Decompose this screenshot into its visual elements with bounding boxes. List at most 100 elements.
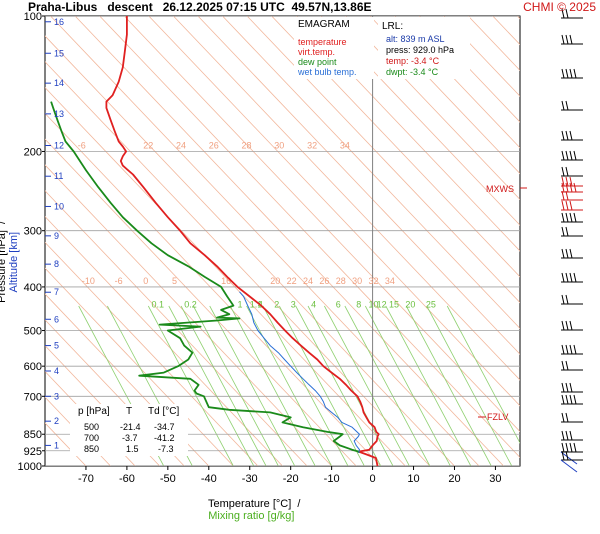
wind-barb: [561, 201, 583, 210]
levels-row-td: -7.3: [158, 444, 174, 454]
wind-barb-feather: [562, 443, 564, 452]
wind-barb-feather: [570, 273, 572, 282]
isotherm-label: 28: [336, 276, 346, 286]
mixing-ratio-label: 1: [237, 299, 242, 309]
mixing-ratio-label: 6: [336, 299, 341, 309]
mixing-ratio-label: 0.1: [151, 299, 164, 309]
legend-dew-point: dew point: [298, 57, 337, 67]
levels-row-p: 850: [84, 444, 99, 454]
temperature-tick-label: 20: [448, 473, 460, 485]
wind-barb: [561, 345, 583, 354]
levels-row-p: 500: [84, 422, 99, 432]
wind-barb-feather: [566, 151, 568, 160]
wind-barb-feather: [566, 131, 568, 140]
wind-barb: [561, 443, 583, 464]
y-axis-title: Pressure [hPa] / Altitude [km]: [0, 178, 32, 358]
wind-barb-feather: [570, 69, 572, 78]
wind-barb-feather: [570, 443, 572, 452]
isotherm-label: 34: [385, 276, 395, 286]
wind-barb-feather: [566, 361, 568, 370]
isotherm-label: 30: [274, 140, 284, 150]
wind-barb-feather: [566, 443, 568, 452]
isotherm-label: 22: [143, 140, 153, 150]
wind-barb-feather: [566, 101, 568, 110]
lrl-box: LRL: alt: 839 m ASL press: 929.0 hPa tem…: [378, 17, 470, 79]
legend-heading: EMAGRAM: [298, 19, 350, 30]
wind-barb: [561, 383, 583, 392]
wind-barb-feather: [570, 383, 572, 392]
wind-barb: [561, 395, 583, 404]
wind-barb: [561, 177, 583, 186]
y-axis-label-pressure: Pressure [hPa] /: [0, 221, 8, 303]
wind-barb-feather: [570, 395, 572, 404]
wind-barb-feather: [570, 131, 572, 140]
x-axis-title: Temperature [°C] / Mixing ratio [g/kg]: [196, 486, 300, 534]
wind-barb-feather: [566, 227, 568, 236]
isotherm-label: -6: [115, 276, 123, 286]
altitude-tick-label: 5: [54, 341, 59, 351]
wind-barb: [561, 213, 583, 222]
wind-barb-feather: [562, 295, 564, 304]
fzlv-label: FZLV: [487, 412, 508, 422]
mixing-ratio-label: 15: [389, 299, 399, 309]
isotherm-label: 5: [172, 276, 177, 286]
altitude-tick-label: 8: [54, 259, 59, 269]
isotherm-label: -6: [78, 140, 86, 150]
altitude-tick-label: 15: [54, 48, 64, 58]
wind-barb: [561, 321, 583, 330]
wind-barb-feather: [562, 383, 564, 392]
temperature-tick-label: -60: [119, 473, 135, 485]
isotherm-line: [517, 16, 600, 466]
wind-barb-feather: [574, 395, 576, 404]
altitude-tick-label: 16: [54, 17, 64, 27]
temperature-tick-label: -20: [283, 473, 299, 485]
isotherm-label: 0: [143, 276, 148, 286]
temperature-tick-label: 10: [407, 473, 419, 485]
lrl-dewpoint: dwpt: -3.4 °C: [386, 67, 438, 77]
isotherm-label: 26: [209, 140, 219, 150]
wind-barb-feather: [566, 69, 568, 78]
mixing-ratio-label: 20: [405, 299, 415, 309]
legend-box: EMAGRAM temperature virt.temp. dew point…: [294, 17, 374, 79]
isotherm-label: 32: [368, 276, 378, 286]
isotherm-label: 24: [176, 140, 186, 150]
altitude-tick-label: 6: [54, 314, 59, 324]
levels-row-td: -41.2: [154, 433, 175, 443]
wind-barb-feather: [562, 69, 564, 78]
wind-barb-feather: [566, 213, 568, 222]
wind-barb-feather: [570, 213, 572, 222]
pressure-tick-label: 1000: [18, 461, 42, 473]
wind-barb-feather: [562, 35, 564, 44]
mixing-ratio-label: 3: [291, 299, 296, 309]
copyright: CHMI © 2025: [523, 0, 596, 14]
altitude-tick-label: 7: [54, 287, 59, 297]
isotherm-label: 26: [319, 276, 329, 286]
wind-barb-feather: [562, 101, 564, 110]
chart-title: Praha-Libus descent 26.12.2025 07:15 UTC…: [28, 0, 372, 14]
isotherm-label: -10: [82, 276, 95, 286]
wind-barb: [561, 35, 583, 44]
levels-table: p [hPa] T Td [°C] 500 -21.4 -34.7 700 -3…: [70, 404, 188, 456]
wind-barb-feather: [574, 213, 576, 222]
wind-barb-feather: [574, 273, 576, 282]
wind-barb-feather: [562, 151, 564, 160]
lrl-heading: LRL:: [382, 21, 403, 32]
x-axis-label-mixing: Mixing ratio [g/kg]: [208, 510, 294, 522]
temperature-tick-label: -30: [242, 473, 258, 485]
wind-barb-feather: [562, 273, 564, 282]
wind-barb-feather: [570, 431, 572, 440]
isotherm-label: 22: [287, 276, 297, 286]
legend-virt-temp: virt.temp.: [298, 47, 335, 57]
wind-barb-feather: [562, 167, 564, 176]
lrl-temperature: temp: -3.4 °C: [386, 56, 439, 66]
temperature-tick-label: 0: [370, 473, 376, 485]
wind-barb-feather: [566, 413, 568, 422]
wind-barb-feather: [566, 201, 568, 210]
wind-barb-feather: [566, 383, 568, 392]
mixing-ratio-label: 12: [377, 299, 387, 309]
isotherm-label: 20: [270, 276, 280, 286]
temperature-tick-label: -40: [201, 473, 217, 485]
pressure-tick-label: 925: [24, 446, 42, 458]
levels-row-t: 1.5: [126, 444, 139, 454]
wind-barb-feather: [566, 295, 568, 304]
